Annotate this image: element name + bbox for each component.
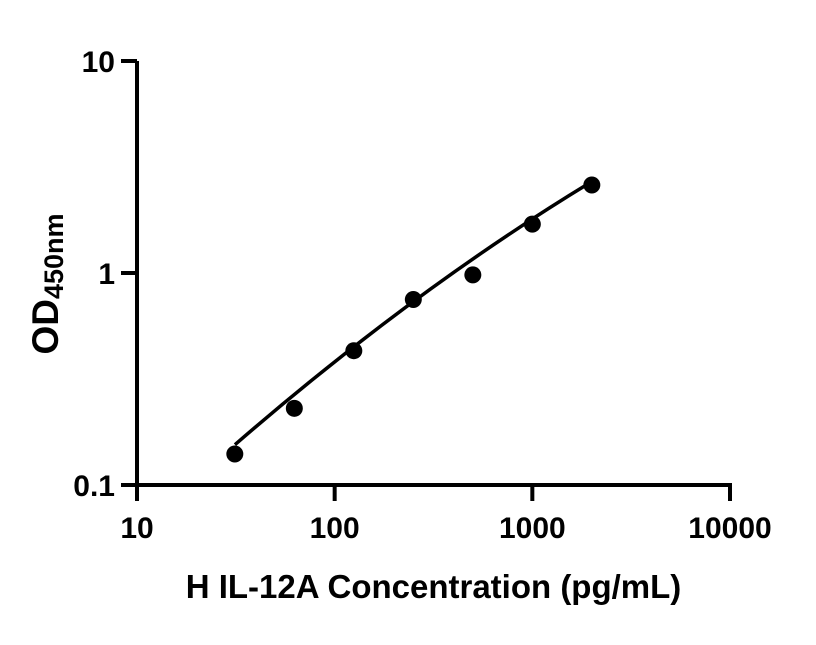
data-points xyxy=(226,176,601,463)
x-tick-label: 10000 xyxy=(688,512,771,545)
y-tick-label: 1 xyxy=(98,258,115,291)
y-axis-title-subscript: 450nm xyxy=(39,213,69,299)
x-tick-label: 100 xyxy=(310,512,360,545)
y-tick-label: 0.1 xyxy=(73,470,115,503)
x-axis-ticks xyxy=(135,485,732,501)
x-tick-label: 10 xyxy=(120,512,153,545)
data-point xyxy=(583,176,601,194)
y-axis-title-main: OD xyxy=(25,299,66,355)
data-point xyxy=(404,290,422,308)
axes xyxy=(135,61,732,487)
data-point xyxy=(226,445,244,463)
y-axis-ticks xyxy=(121,59,137,487)
y-axis-tick-labels: 0.1 1 10 xyxy=(73,46,115,503)
x-axis-title: H IL-12A Concentration (pg/mL) xyxy=(186,568,682,605)
y-axis-title: OD450nm xyxy=(25,213,69,354)
x-tick-label: 1000 xyxy=(499,512,566,545)
data-point xyxy=(464,266,482,284)
y-tick-label: 10 xyxy=(82,46,115,79)
data-point xyxy=(345,342,363,360)
x-axis-tick-labels: 10 100 1000 10000 xyxy=(120,512,771,545)
data-point xyxy=(285,399,303,417)
data-point xyxy=(523,215,541,233)
